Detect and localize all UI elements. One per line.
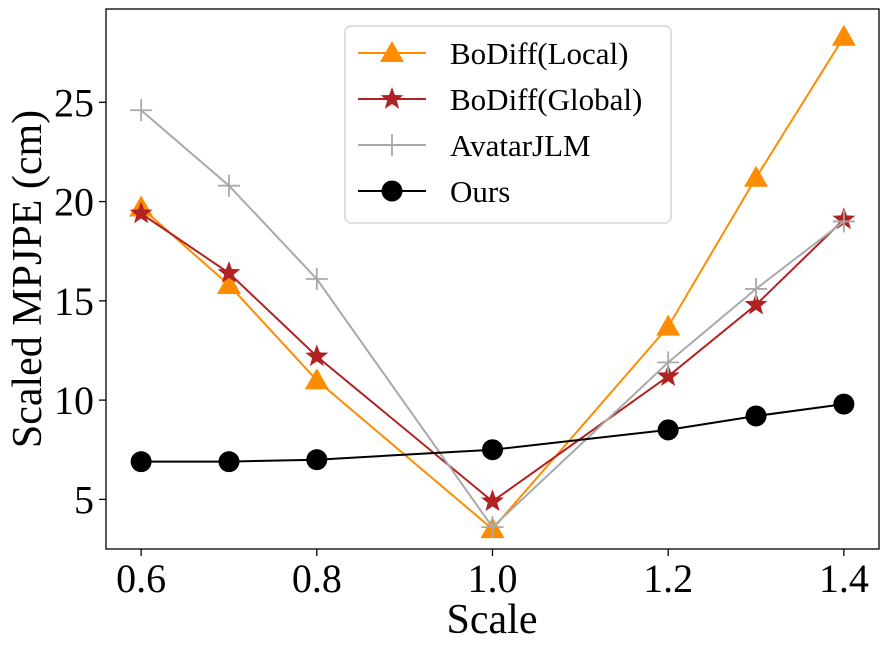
data-point [217,174,240,197]
legend-label: BoDiff(Global) [450,82,642,117]
legend-marker [380,87,404,109]
data-point [481,489,504,512]
data-point [745,277,768,300]
data-point [833,393,855,415]
x-tick-label: 0.8 [292,556,342,601]
x-tick-label: 0.6 [116,556,166,601]
data-point [217,261,241,283]
data-point [216,272,241,294]
legend: BoDiff(Local) BoDiff(Global) AvatarJLM Ours [344,25,672,224]
y-tick-label: 5 [74,477,94,522]
legend-label: AvatarJLM [450,128,591,163]
legend-item: Ours [358,174,510,209]
data-point [304,368,329,390]
data-point [745,405,767,427]
data-point [832,210,855,233]
legend-label: BoDiff(Local) [450,36,628,71]
data-point [306,449,328,471]
x-axis: 0.6 0.8 1.0 1.2 1.4 [116,549,869,601]
data-point [656,314,681,336]
legend-item: BoDiff(Local) [358,36,628,71]
data-point [218,451,240,473]
data-point [481,516,504,539]
data-point [744,292,768,315]
x-tick-label: 1.2 [643,556,693,601]
data-point [130,99,153,122]
y-axis: 5 10 15 20 25 [54,80,106,522]
data-point [831,24,856,46]
x-tick-label: 1.0 [468,556,518,601]
data-point [305,344,329,367]
data-point [744,165,769,187]
series-ours [130,393,855,473]
y-tick-label: 25 [54,80,94,125]
data-point [657,351,680,374]
legend-box [344,25,672,224]
legend-marker [380,41,404,62]
y-axis-title: Scaled MPJPE (cm) [5,110,51,448]
data-point [129,201,153,224]
legend-item: AvatarJLM [358,128,591,163]
x-axis-title: Scale [447,597,538,643]
data-point [656,364,680,386]
x-tick-label: 1.4 [819,556,869,601]
legend-marker [381,134,403,156]
legend-marker [381,180,403,202]
data-point [305,268,328,290]
series-layer [129,24,856,539]
y-tick-label: 10 [54,378,94,423]
data-point [482,439,503,461]
legend-item: BoDiff(Global) [358,82,642,117]
y-tick-label: 15 [54,279,94,324]
data-point [657,419,679,441]
data-point [130,451,152,473]
legend-label: Ours [450,174,510,209]
series-avatarjlm [130,99,855,539]
y-tick-label: 20 [54,180,94,225]
